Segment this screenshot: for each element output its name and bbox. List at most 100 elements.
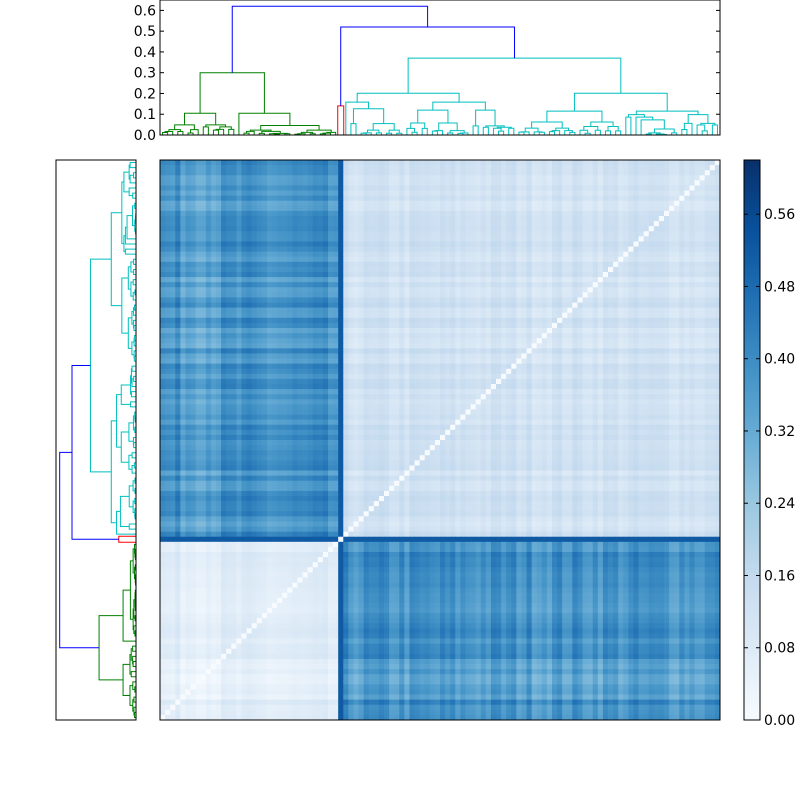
- heatmap-cell: [633, 160, 639, 166]
- heatmap-cell: [684, 338, 690, 344]
- heatmap-cell: [597, 236, 604, 242]
- heatmap-cell: [226, 160, 232, 166]
- heatmap-cell: [338, 185, 344, 191]
- heatmap-cell: [531, 322, 538, 329]
- heatmap-cell: [592, 226, 599, 232]
- heatmap-cell: [399, 256, 405, 263]
- heatmap-cell: [679, 277, 685, 283]
- heatmap-cell: [409, 210, 415, 217]
- heatmap-cell: [618, 312, 624, 319]
- heatmap-cell: [307, 302, 314, 309]
- heatmap-cell: [633, 338, 639, 344]
- heatmap-cell: [246, 322, 253, 329]
- heatmap-cell: [170, 236, 176, 242]
- heatmap-cell: [404, 368, 410, 375]
- heatmap-cell: [307, 328, 314, 334]
- heatmap-cell: [658, 221, 665, 227]
- heatmap-cell: [200, 266, 207, 273]
- heatmap-cell: [653, 195, 660, 202]
- heatmap-cell: [378, 236, 385, 242]
- heatmap-cell: [429, 338, 436, 344]
- heatmap-cell: [287, 312, 293, 319]
- heatmap-cell: [699, 312, 706, 319]
- heatmap-cell: [317, 328, 324, 334]
- heatmap-cell: [694, 343, 701, 349]
- heatmap-cell: [526, 292, 533, 298]
- heatmap-cell: [266, 338, 273, 344]
- top-dendrogram-axis: 0.00.10.20.30.40.50.6: [134, 3, 720, 144]
- heatmap-cell: [664, 236, 670, 242]
- heatmap-cell: [506, 195, 512, 202]
- heatmap-cell: [709, 231, 716, 237]
- heatmap-cell: [190, 221, 197, 227]
- heatmap-cell: [328, 282, 334, 288]
- heatmap-cell: [261, 292, 268, 298]
- heatmap-cell: [445, 333, 451, 339]
- heatmap-cell: [592, 287, 599, 293]
- heatmap-cell: [373, 328, 380, 334]
- heatmap-cell: [378, 363, 385, 370]
- heatmap-cell: [592, 363, 599, 370]
- heatmap-cell: [216, 266, 222, 273]
- heatmap-cell: [511, 277, 517, 283]
- heatmap-cell: [333, 358, 339, 365]
- heatmap-cell: [175, 261, 181, 268]
- heatmap-cell: [521, 312, 527, 319]
- heatmap-cell: [195, 170, 202, 176]
- heatmap-cell: [496, 322, 502, 329]
- heatmap-cell: [216, 378, 222, 385]
- heatmap-cell: [557, 373, 563, 380]
- heatmap-cell: [205, 231, 212, 237]
- heatmap-cell: [414, 251, 421, 258]
- heatmap-cell: [674, 317, 680, 324]
- heatmap-cell: [567, 226, 573, 232]
- heatmap-cell: [531, 266, 538, 273]
- heatmap-cell: [424, 195, 431, 202]
- heatmap-cell: [210, 328, 217, 334]
- heatmap-cell: [180, 226, 186, 232]
- heatmap-cell: [480, 307, 487, 314]
- heatmap-cell: [414, 205, 421, 212]
- heatmap-cell: [378, 205, 385, 212]
- heatmap-cell: [608, 322, 614, 329]
- heatmap-cell: [450, 236, 456, 242]
- heatmap-cell: [567, 190, 573, 197]
- heatmap-cell: [266, 241, 273, 247]
- heatmap-cell: [373, 292, 380, 298]
- heatmap-cell: [567, 333, 573, 339]
- heatmap-cell: [348, 256, 354, 263]
- heatmap-cell: [511, 226, 517, 232]
- heatmap-cell: [231, 180, 237, 186]
- heatmap-cell: [618, 317, 624, 324]
- heatmap-cell: [287, 170, 293, 176]
- heatmap-cell: [160, 190, 166, 197]
- heatmap-cell: [618, 190, 624, 197]
- heatmap-cell: [251, 312, 258, 319]
- heatmap-cell: [704, 368, 711, 375]
- heatmap-cell: [475, 256, 482, 263]
- heatmap-cell: [490, 226, 497, 232]
- heatmap-cell: [638, 170, 645, 176]
- heatmap-cell: [226, 292, 232, 298]
- heatmap-cell: [475, 353, 482, 359]
- heatmap-cell: [328, 307, 334, 314]
- heatmap-cell: [378, 297, 385, 303]
- heatmap-cell: [653, 160, 660, 166]
- heatmap-cell: [231, 200, 237, 207]
- heatmap-cell: [419, 221, 426, 227]
- heatmap-cell: [714, 277, 721, 283]
- heatmap-cell: [709, 353, 716, 359]
- heatmap-cell: [251, 256, 258, 263]
- heatmap-cell: [541, 353, 548, 359]
- heatmap-cell: [419, 302, 426, 309]
- heatmap-cell: [409, 343, 415, 349]
- heatmap-cell: [628, 322, 634, 329]
- heatmap-cell: [236, 185, 242, 191]
- heatmap-cell: [266, 246, 273, 253]
- heatmap-cell: [704, 165, 711, 171]
- heatmap-cell: [266, 368, 273, 375]
- heatmap-cell: [328, 333, 334, 339]
- heatmap-cell: [180, 272, 186, 278]
- top-dendrogram-link: [407, 57, 622, 94]
- heatmap-cell: [470, 266, 477, 273]
